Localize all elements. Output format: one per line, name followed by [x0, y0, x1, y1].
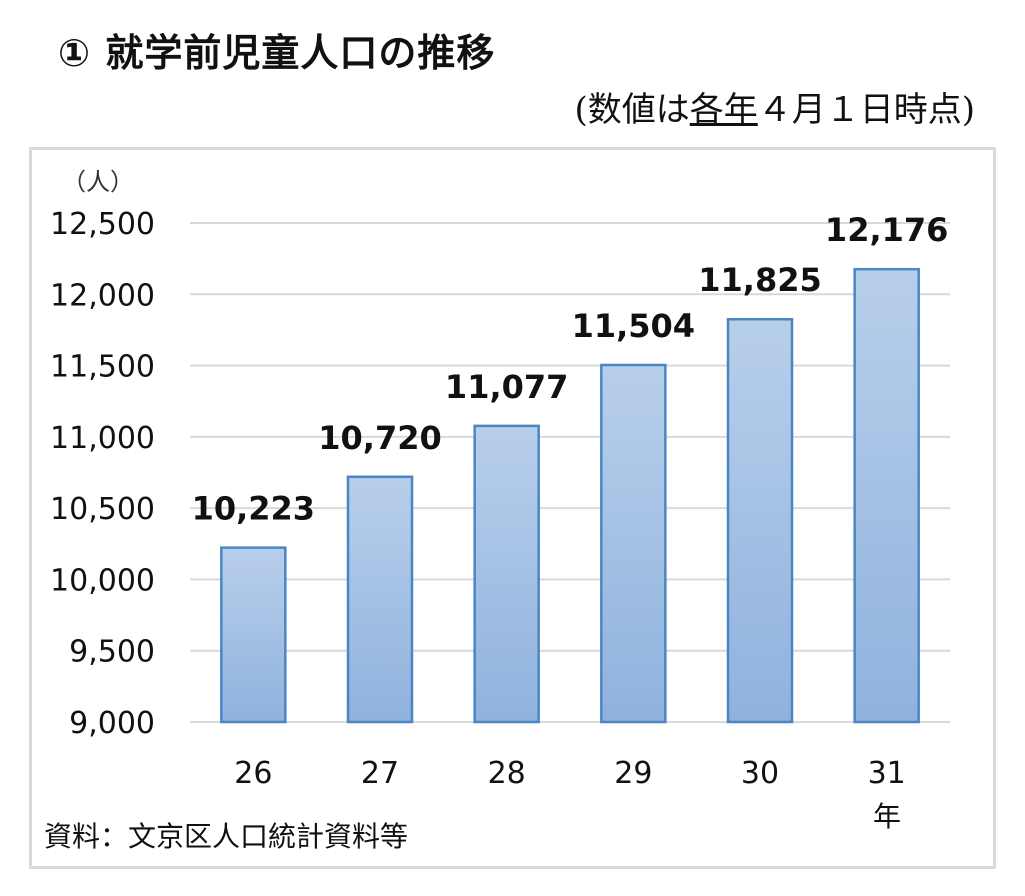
y-tick-label: 12,500: [50, 207, 155, 242]
subtitle: (数値は各年４月１日時点): [574, 82, 975, 131]
x-tick-label: 31: [868, 756, 906, 791]
subtitle-rest: ４月１日時点): [757, 90, 975, 130]
data-label: 10,720: [318, 419, 441, 457]
data-label: 11,504: [572, 307, 695, 345]
y-tick-labels: 9,000 9,500 10,000 10,500 11,000 11,500 12,000…: [50, 207, 155, 741]
y-tick-label: 9,000: [69, 706, 155, 741]
bar: [600, 363, 667, 724]
bar: [853, 267, 920, 724]
y-axis-label: （人）: [62, 168, 134, 196]
x-axis-label: 年: [873, 800, 901, 833]
x-tick-label: 29: [614, 756, 652, 791]
data-label: 11,077: [445, 368, 568, 406]
bar: [726, 317, 794, 724]
y-tick-label: 10,000: [50, 563, 155, 598]
bar: [346, 475, 414, 724]
y-tick-label: 10,500: [50, 492, 155, 527]
subtitle-open: (数値は: [574, 90, 690, 130]
source-note: 資料：文京区人口統計資料等: [44, 820, 409, 853]
gridlines: [190, 222, 950, 723]
x-tick-label: 28: [488, 756, 526, 791]
x-tick-label: 27: [361, 756, 399, 791]
bar: [473, 424, 540, 724]
y-tick-label: 9,500: [69, 635, 155, 670]
bar: [220, 546, 287, 724]
bars: [220, 267, 920, 724]
y-tick-label: 11,500: [50, 350, 155, 385]
x-tick-label: 26: [234, 756, 272, 791]
chart-frame: [29, 147, 996, 869]
data-label: 11,825: [698, 261, 821, 299]
x-tick-label: 30: [741, 756, 779, 791]
data-label: 12,176: [825, 211, 948, 249]
page-title: ① 就学前児童人口の推移: [58, 31, 496, 75]
y-tick-label: 11,000: [50, 421, 155, 456]
data-label: 10,223: [192, 490, 315, 528]
x-tick-labels: 26 27 28 29 30 31: [234, 756, 906, 791]
subtitle-underlined: 各年: [689, 90, 758, 130]
y-tick-label: 12,000: [50, 278, 155, 313]
